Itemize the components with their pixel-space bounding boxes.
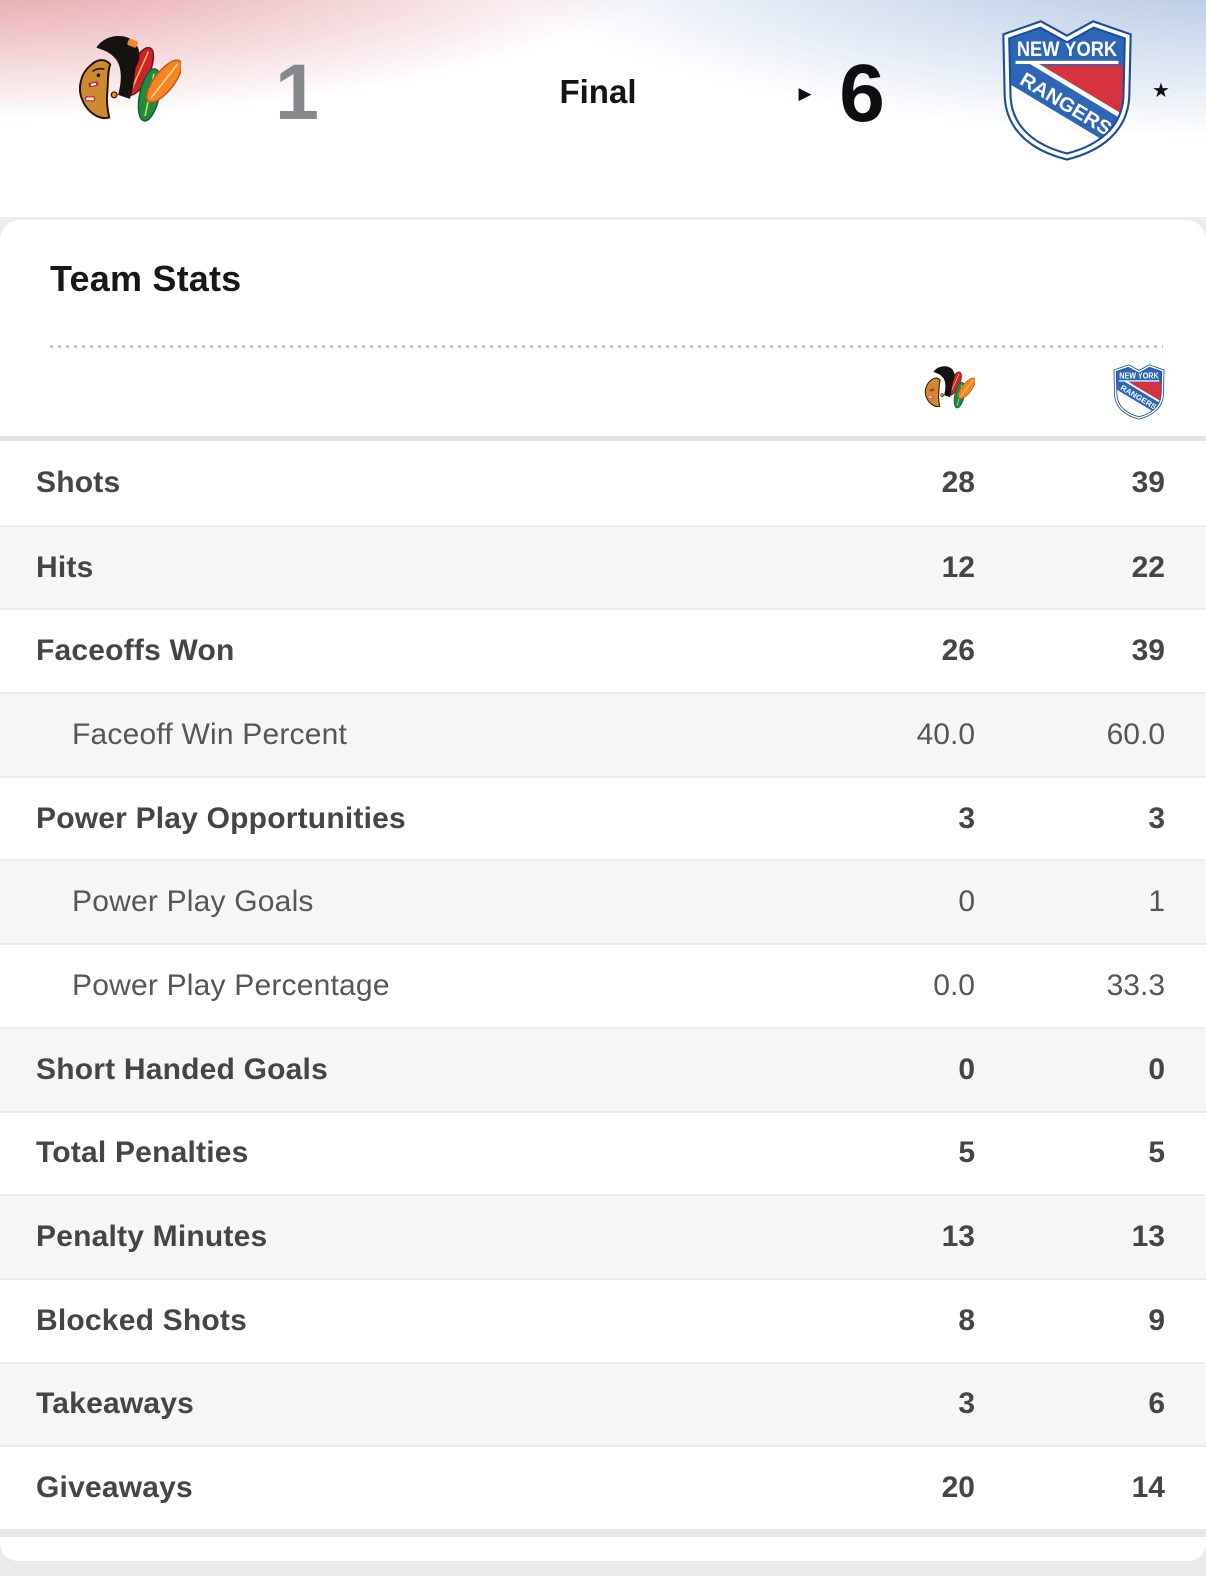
blackhawks-logo bbox=[63, 28, 181, 148]
rangers-logo: RANGERS NEW YORK bbox=[1001, 20, 1133, 161]
stat-label: Power Play Goals bbox=[72, 885, 314, 919]
stat-label: Blocked Shots bbox=[36, 1303, 247, 1337]
home-value: 39 bbox=[1131, 465, 1165, 499]
stat-label: Penalty Minutes bbox=[36, 1220, 268, 1254]
card-footer bbox=[0, 1536, 1206, 1561]
game-status: Final bbox=[559, 73, 637, 110]
away-value: 0 bbox=[958, 1052, 975, 1086]
table-row: Giveaways 20 14 bbox=[0, 1445, 1206, 1529]
table-row: Power Play Opportunities 3 3 bbox=[0, 775, 1206, 860]
dotted-divider bbox=[50, 345, 1163, 348]
table-row: Faceoffs Won 26 39 bbox=[0, 608, 1206, 693]
stat-label: Giveaways bbox=[36, 1471, 193, 1505]
away-value: 8 bbox=[958, 1303, 975, 1337]
away-value: 40.0 bbox=[916, 717, 975, 751]
away-value: 5 bbox=[958, 1136, 975, 1170]
table-row: Faceoff Win Percent 40.0 60.0 bbox=[0, 692, 1206, 776]
stat-label: Shots bbox=[36, 465, 121, 499]
stat-label: Power Play Opportunities bbox=[36, 801, 406, 835]
scoreboard-header: 1 Final ▶ 6 RANGERS NEW YORK bbox=[0, 0, 1206, 217]
table-row: Hits 12 22 bbox=[0, 524, 1206, 609]
blackhawks-logo-icon bbox=[79, 35, 181, 122]
away-score: 1 bbox=[275, 47, 319, 136]
rangers-small-icon: RANGERS NEW YORK bbox=[1113, 364, 1165, 420]
home-value: 33.3 bbox=[1106, 968, 1165, 1002]
away-value: 3 bbox=[958, 1387, 975, 1421]
table-row: Takeaways 3 6 bbox=[0, 1361, 1206, 1446]
stat-label: Power Play Percentage bbox=[72, 968, 390, 1002]
winner-indicator-icon: ▶ bbox=[798, 84, 812, 103]
stat-label: Faceoffs Won bbox=[36, 634, 235, 668]
stat-label: Hits bbox=[36, 550, 94, 584]
stat-label: Takeaways bbox=[36, 1387, 195, 1421]
stat-label: Faceoff Win Percent bbox=[72, 717, 348, 751]
table-row: Power Play Percentage 0.0 33.3 bbox=[0, 943, 1206, 1027]
away-value: 12 bbox=[941, 550, 975, 584]
table-row: Short Handed Goals 0 0 bbox=[0, 1026, 1206, 1111]
table-top-divider bbox=[0, 436, 1206, 441]
rangers-topband-text: NEW YORK bbox=[1017, 38, 1118, 61]
home-value: 22 bbox=[1131, 550, 1165, 584]
home-value: 13 bbox=[1131, 1220, 1165, 1254]
away-column-logo bbox=[845, 364, 975, 420]
page-background-gap bbox=[0, 217, 1206, 220]
rangers-topband-text-small: NEW YORK bbox=[1119, 371, 1158, 381]
stat-label: Short Handed Goals bbox=[36, 1052, 328, 1086]
blackhawks-small-icon bbox=[924, 366, 975, 409]
away-value: 26 bbox=[941, 634, 975, 668]
home-value: 0 bbox=[1148, 1052, 1165, 1086]
table-row: Penalty Minutes 13 13 bbox=[0, 1194, 1206, 1278]
table-bottom-divider bbox=[0, 1528, 1206, 1537]
home-value: 6 bbox=[1148, 1387, 1165, 1421]
home-value: 60.0 bbox=[1106, 717, 1165, 751]
away-value: 13 bbox=[941, 1220, 975, 1254]
home-value: 1 bbox=[1148, 885, 1165, 919]
away-value: 28 bbox=[941, 465, 975, 499]
table-row: Shots 28 39 bbox=[0, 441, 1206, 525]
stat-label: Total Penalties bbox=[36, 1136, 249, 1170]
away-value: 3 bbox=[958, 801, 975, 835]
home-value: 3 bbox=[1148, 801, 1165, 835]
table-row: Power Play Goals 0 1 bbox=[0, 859, 1206, 944]
home-column-logo: RANGERS NEW YORK bbox=[975, 364, 1165, 420]
table-row: Blocked Shots 8 9 bbox=[0, 1277, 1206, 1362]
table-column-header: RANGERS NEW YORK bbox=[0, 348, 1206, 436]
home-value: 39 bbox=[1131, 634, 1165, 668]
home-value: 14 bbox=[1131, 1471, 1165, 1505]
home-value: 9 bbox=[1148, 1303, 1165, 1337]
card-title: Team Stats bbox=[50, 258, 242, 299]
team-stats-card: Team Stats bbox=[0, 220, 1206, 1537]
away-value: 0.0 bbox=[933, 968, 975, 1002]
away-value: 0 bbox=[958, 885, 975, 919]
home-score: 6 bbox=[839, 48, 885, 139]
rangers-logo-icon: RANGERS NEW YORK bbox=[1002, 20, 1132, 161]
home-value: 5 bbox=[1148, 1136, 1165, 1170]
away-value: 20 bbox=[941, 1471, 975, 1505]
stats-table-body: Shots 28 39 Hits 12 22 Faceoffs Won 26 3… bbox=[0, 441, 1206, 1529]
winner-star-icon: ★ bbox=[1152, 79, 1170, 102]
table-row: Total Penalties 5 5 bbox=[0, 1110, 1206, 1195]
